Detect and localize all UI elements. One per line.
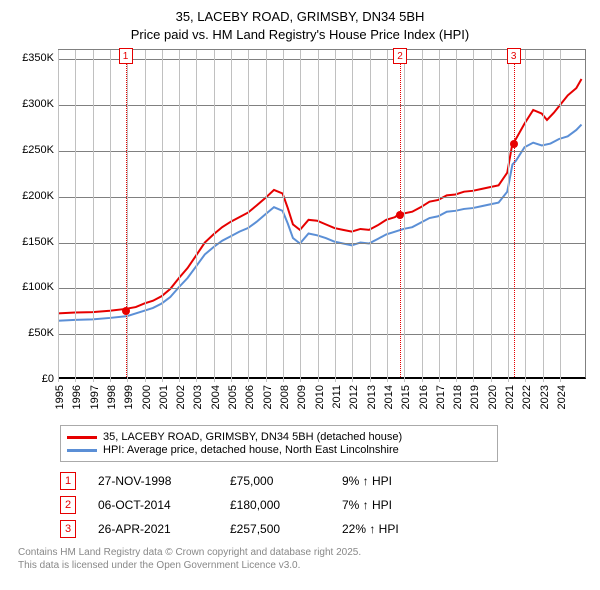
events-table-row: 2 06-OCT-2014 £180,000 7% ↑ HPI xyxy=(60,496,590,514)
y-tick-label: £250K xyxy=(22,144,54,156)
x-tick-label: 2016 xyxy=(418,385,430,409)
y-axis: £0£50K£100K£150K£200K£250K£300K£350K xyxy=(10,49,58,379)
event-guideline xyxy=(126,50,127,377)
event-marker-box: 3 xyxy=(507,48,521,64)
y-tick-label: £100K xyxy=(22,281,54,293)
chart-title-block: 35, LACEBY ROAD, GRIMSBY, DN34 5BH Price… xyxy=(10,8,590,43)
y-tick-label: £200K xyxy=(22,190,54,202)
event-change: 22% ↑ HPI xyxy=(342,522,432,536)
events-table-row: 3 26-APR-2021 £257,500 22% ↑ HPI xyxy=(60,520,590,538)
y-tick-label: £150K xyxy=(22,236,54,248)
event-date: 06-OCT-2014 xyxy=(98,498,208,512)
x-tick-label: 2011 xyxy=(331,385,343,409)
x-tick-label: 2020 xyxy=(487,385,499,409)
x-tick-label: 2023 xyxy=(539,385,551,409)
legend-swatch-1 xyxy=(67,436,97,439)
x-tick-label: 2013 xyxy=(366,385,378,409)
event-date: 26-APR-2021 xyxy=(98,522,208,536)
x-axis: 1995199619971998199920002001200220032004… xyxy=(58,379,586,419)
x-tick-label: 2003 xyxy=(192,385,204,409)
x-tick-label: 2005 xyxy=(227,385,239,409)
x-tick-label: 2009 xyxy=(296,385,308,409)
x-tick-label: 2001 xyxy=(158,385,170,409)
event-dot xyxy=(510,140,518,148)
events-table-row: 1 27-NOV-1998 £75,000 9% ↑ HPI xyxy=(60,472,590,490)
x-tick-label: 2004 xyxy=(210,385,222,409)
event-marker-box: 2 xyxy=(393,48,407,64)
x-tick-label: 2007 xyxy=(262,385,274,409)
x-tick-label: 1996 xyxy=(71,385,83,409)
event-price: £75,000 xyxy=(230,474,320,488)
x-tick-label: 2000 xyxy=(141,385,153,409)
footer-line-1: Contains HM Land Registry data © Crown c… xyxy=(18,546,590,559)
title-line-1: 35, LACEBY ROAD, GRIMSBY, DN34 5BH xyxy=(10,8,590,26)
x-tick-label: 2024 xyxy=(556,385,568,409)
event-marker-box: 1 xyxy=(119,48,133,64)
plot-area: 1 2 3 xyxy=(58,49,586,379)
legend-row-1: 35, LACEBY ROAD, GRIMSBY, DN34 5BH (deta… xyxy=(67,431,491,443)
event-change: 7% ↑ HPI xyxy=(342,498,432,512)
x-tick-label: 2017 xyxy=(435,385,447,409)
legend-label-1: 35, LACEBY ROAD, GRIMSBY, DN34 5BH (deta… xyxy=(103,431,402,443)
x-tick-label: 1999 xyxy=(123,385,135,409)
x-tick-label: 2019 xyxy=(469,385,481,409)
footer-line-2: This data is licensed under the Open Gov… xyxy=(18,559,590,572)
title-line-2: Price paid vs. HM Land Registry's House … xyxy=(10,26,590,44)
legend-row-2: HPI: Average price, detached house, Nort… xyxy=(67,444,491,456)
y-tick-label: £0 xyxy=(42,373,54,385)
y-tick-label: £50K xyxy=(28,327,54,339)
event-badge: 2 xyxy=(60,496,76,514)
y-tick-label: £350K xyxy=(22,52,54,64)
x-tick-label: 1998 xyxy=(106,385,118,409)
event-price: £180,000 xyxy=(230,498,320,512)
x-tick-label: 2010 xyxy=(314,385,326,409)
event-change: 9% ↑ HPI xyxy=(342,474,432,488)
x-tick-label: 2006 xyxy=(244,385,256,409)
x-tick-label: 2018 xyxy=(452,385,464,409)
events-table: 1 27-NOV-1998 £75,000 9% ↑ HPI 2 06-OCT-2014 £… xyxy=(60,472,590,538)
event-badge: 3 xyxy=(60,520,76,538)
x-tick-label: 2021 xyxy=(504,385,516,409)
event-date: 27-NOV-1998 xyxy=(98,474,208,488)
footer-attribution: Contains HM Land Registry data © Crown c… xyxy=(18,546,590,572)
event-dot xyxy=(122,307,130,315)
event-price: £257,500 xyxy=(230,522,320,536)
legend-swatch-2 xyxy=(67,449,97,452)
x-tick-label: 2015 xyxy=(400,385,412,409)
chart-area: £0 £50K £100K £150K £200K £250K £300K £350K 1 2 3… xyxy=(10,49,590,419)
legend-box: 35, LACEBY ROAD, GRIMSBY, DN34 5BH (deta… xyxy=(60,425,498,462)
x-tick-label: 2022 xyxy=(521,385,533,409)
event-dot xyxy=(396,211,404,219)
x-tick-label: 1997 xyxy=(89,385,101,409)
x-tick-label: 2014 xyxy=(383,385,395,409)
y-tick-label: £300K xyxy=(22,98,54,110)
x-tick-label: 2012 xyxy=(348,385,360,409)
legend-label-2: HPI: Average price, detached house, Nort… xyxy=(103,444,399,456)
event-guideline xyxy=(514,50,515,377)
x-tick-label: 2002 xyxy=(175,385,187,409)
event-badge: 1 xyxy=(60,472,76,490)
x-tick-label: 2008 xyxy=(279,385,291,409)
x-tick-label: 1995 xyxy=(54,385,66,409)
